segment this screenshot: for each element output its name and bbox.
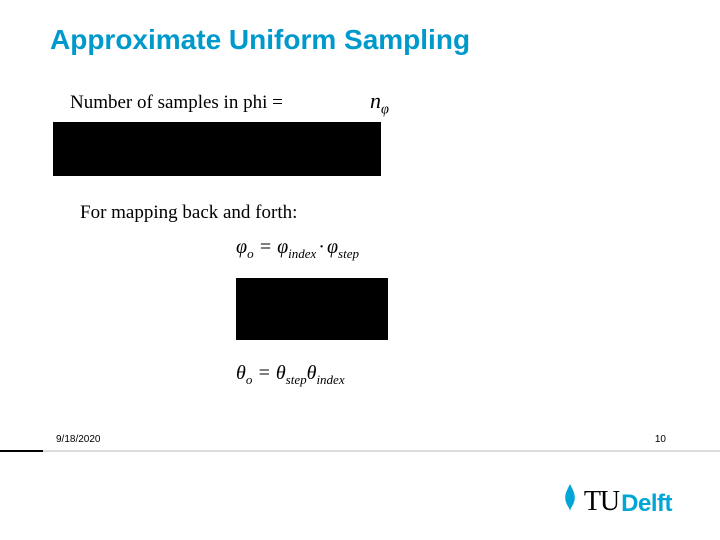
redaction-box-1 (53, 122, 381, 176)
equation-phi-o: φo = φindex·φstep (236, 236, 359, 262)
footer-divider (0, 450, 720, 452)
equation-theta-o: θo = θstepθindex (236, 362, 345, 388)
text-line-2: For mapping back and forth: (80, 202, 297, 224)
equation-n-phi: nφ (370, 88, 389, 118)
text-line-1: Number of samples in phi = (70, 92, 283, 114)
footer-date: 9/18/2020 (56, 434, 101, 445)
logo-tu-text: TU (584, 486, 619, 518)
slide-title: Approximate Uniform Sampling (50, 24, 470, 56)
tudelft-logo: TU Delft (560, 482, 672, 518)
redaction-box-2 (236, 278, 388, 340)
flame-icon (560, 482, 580, 514)
logo-delft-text: Delft (621, 490, 672, 518)
slide: Approximate Uniform Sampling Number of s… (0, 0, 720, 540)
footer-page-number: 10 (655, 434, 666, 445)
